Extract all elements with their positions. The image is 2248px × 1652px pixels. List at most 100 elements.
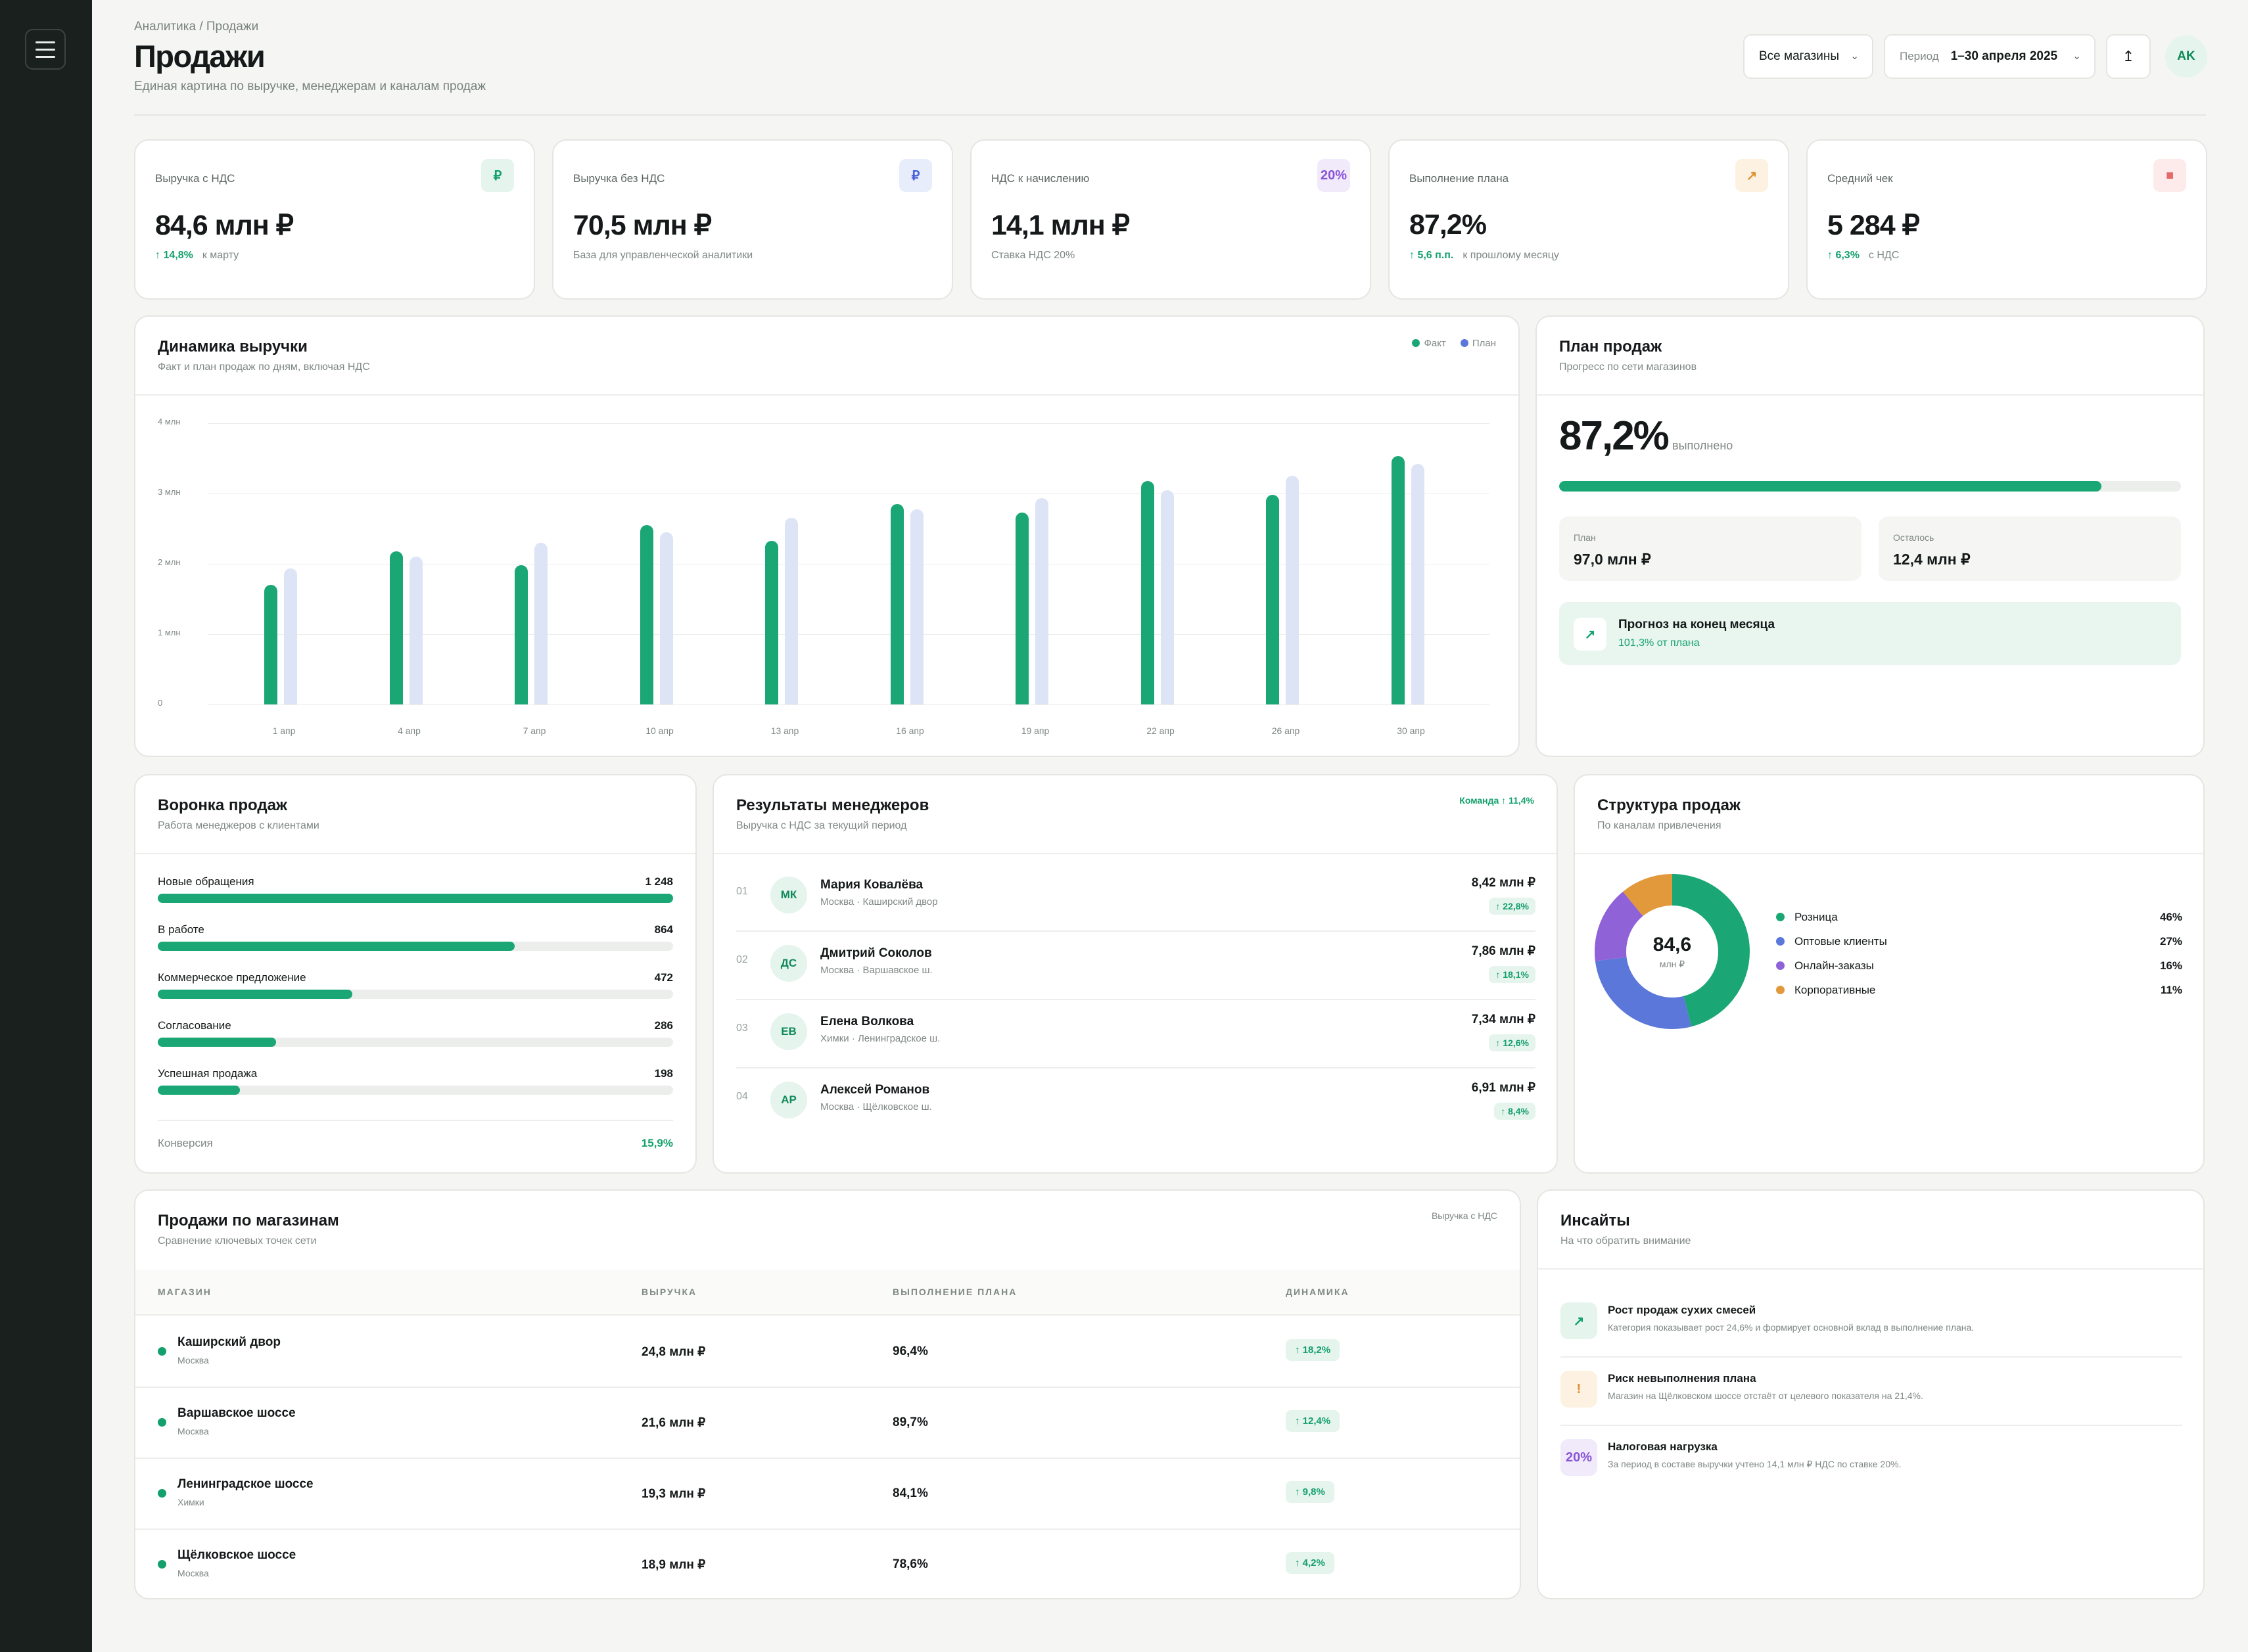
manager-location: Москва · Варшавское ш.: [820, 965, 933, 976]
insight-text: За период в составе выручки учтено 14,1 …: [1608, 1459, 1902, 1469]
bar-fact: [640, 525, 653, 704]
channel-name: Корпоративные: [1794, 984, 1876, 996]
kpi-card: Средний чек ■ 5 284 ₽ ↑ 6,3% с НДС: [1806, 139, 2207, 300]
kpi-value: 70,5 млн ₽: [573, 210, 712, 241]
manager-location: Москва · Каширский двор: [820, 896, 938, 907]
kpi-note: к прошлому месяцу: [1463, 250, 1559, 261]
manager-row[interactable]: 01 МК Мария Ковалёва Москва · Каширский дво…: [736, 863, 1535, 932]
manager-avatar: ЕВ: [770, 1013, 807, 1050]
stores-select[interactable]: Все магазины ⌄: [1743, 34, 1873, 79]
manager-delta-badge: ↑ 8,4%: [1494, 1103, 1535, 1120]
column-header[interactable]: ДИНАМИКА: [1286, 1287, 1349, 1297]
funnel-card: Воронка продаж Работа менеджеров с клиен…: [134, 774, 697, 1174]
bar-plan: [284, 568, 297, 704]
manager-name: Алексей Романов: [820, 1083, 930, 1097]
store-name: Каширский двор: [177, 1335, 281, 1349]
manager-row[interactable]: 03 ЕВ Елена Волкова Химки · Ленинградское ш…: [736, 1000, 1535, 1068]
stores-table-card: Продажи по магазинам Сравнение ключевых …: [134, 1189, 1521, 1599]
legend-dot: [1776, 961, 1785, 970]
gridline: [208, 423, 1489, 424]
column-header[interactable]: ВЫРУЧКА: [642, 1287, 697, 1297]
manager-delta-badge: ↑ 12,6%: [1489, 1034, 1535, 1051]
insight-item[interactable]: ! Риск невыполнения плана Магазин на Щёлко…: [1560, 1358, 2182, 1426]
insight-item[interactable]: 20% Налоговая нагрузка За период в составе…: [1560, 1426, 2182, 1494]
kpi-note: База для управленческой аналитики: [573, 250, 753, 261]
bar-plan: [785, 518, 798, 704]
row-divider: [1560, 1356, 2182, 1358]
managers-subtitle: Выручка с НДС за текущий период: [736, 820, 907, 831]
store-plan: 96,4%: [893, 1344, 928, 1358]
table-header: МАГАЗИН ВЫРУЧКА ВЫПОЛНЕНИЕ ПЛАНА ДИНАМИК…: [135, 1270, 1520, 1316]
export-button[interactable]: ↥: [2106, 34, 2151, 79]
legend-plan: План: [1460, 338, 1496, 349]
manager-row[interactable]: 04 АР Алексей Романов Москва · Щёлковское ш…: [736, 1068, 1535, 1137]
bar-plan: [409, 557, 423, 704]
insights-card: Инсайты На что обратить внимание ↗ Рост п…: [1537, 1189, 2205, 1599]
percent-icon: 20%: [1560, 1439, 1597, 1476]
plan-remaining-value: 12,4 млн ₽: [1893, 551, 1971, 568]
store-city: Химки: [177, 1497, 204, 1507]
table-row[interactable]: Каширский двор Москва 24,8 млн ₽ 96,4% ↑ 18,…: [135, 1317, 1520, 1388]
funnel-fill: [158, 942, 515, 951]
funnel-fill: [158, 1086, 240, 1095]
chevron-down-icon: ⌄: [1850, 51, 1859, 62]
manager-location: Москва · Щёлковское ш.: [820, 1101, 932, 1113]
managers-card: Результаты менеджеров Выручка с НДС за т…: [713, 774, 1558, 1174]
table-row[interactable]: Щёлковское шоссе Москва 18,9 млн ₽ 78,6% ↑ 4…: [135, 1530, 1520, 1601]
row-divider: [1560, 1425, 2182, 1426]
manager-name: Дмитрий Соколов: [820, 946, 932, 960]
plan-title: План продаж: [1559, 338, 1662, 356]
funnel-stage-name: Новые обращения: [158, 875, 254, 888]
store-dynamics-badge: ↑ 18,2%: [1286, 1339, 1340, 1361]
card-divider: [1575, 853, 2203, 854]
funnel-stage: Новые обращения 1 248: [158, 875, 673, 904]
channel-legend-item: Розница 46%: [1776, 911, 2182, 925]
breadcrumb[interactable]: Аналитика / Продажи: [134, 20, 259, 34]
manager-row[interactable]: 02 ДС Дмитрий Соколов Москва · Варшавское ш…: [736, 932, 1535, 1000]
kpi-delta: ↑ 6,3%: [1827, 250, 1860, 261]
plan-total-label: План: [1574, 532, 1596, 543]
menu-icon[interactable]: [25, 29, 66, 70]
table-row[interactable]: Ленинградское шоссе Химки 19,3 млн ₽ 84,1% ↑…: [135, 1459, 1520, 1530]
card-divider: [135, 853, 695, 854]
plan-remaining-tile: Осталось 12,4 млн ₽: [1879, 516, 2181, 581]
column-header[interactable]: МАГАЗИН: [158, 1287, 212, 1297]
upload-icon: ↥: [2122, 48, 2135, 64]
bar-plan: [910, 509, 924, 704]
kpi-value: 5 284 ₽: [1827, 210, 1920, 241]
manager-amount: 6,91 млн ₽: [1471, 1081, 1535, 1095]
x-tick-label: 19 апр: [1021, 725, 1050, 736]
funnel-stage: В работе 864: [158, 923, 673, 952]
card-divider: [1537, 394, 2203, 396]
store-dynamics-badge: ↑ 12,4%: [1286, 1410, 1340, 1432]
user-avatar[interactable]: AK: [2165, 35, 2207, 78]
conversion-value: 15,9%: [641, 1137, 673, 1149]
x-tick-label: 16 апр: [896, 725, 924, 736]
store-revenue: 18,9 млн ₽: [642, 1558, 706, 1572]
store-revenue: 24,8 млн ₽: [642, 1345, 706, 1359]
funnel-subtitle: Работа менеджеров с клиентами: [158, 820, 319, 831]
kpi-value: 84,6 млн ₽: [155, 210, 294, 241]
card-divider: [135, 394, 1518, 396]
revenue-chart-card: Динамика выручки Факт и план продаж по д…: [134, 315, 1520, 757]
forecast-banner: ↗ Прогноз на конец месяца 101,3% от план…: [1559, 602, 2181, 665]
kpi-delta: ↑ 14,8%: [155, 250, 193, 261]
legend-dot: [1776, 937, 1785, 946]
x-tick-label: 7 апр: [523, 725, 546, 736]
store-dynamics-badge: ↑ 9,8%: [1286, 1481, 1334, 1503]
status-dot: [158, 1347, 166, 1356]
bar-plan: [1160, 490, 1174, 704]
period-select[interactable]: Период 1–30 апреля 2025 ⌄: [1884, 34, 2096, 79]
y-tick-label: 1 млн: [158, 628, 181, 637]
channel-percent: 16%: [2159, 959, 2182, 972]
insight-item[interactable]: ↗ Рост продаж сухих смесей Категория показ…: [1560, 1289, 2182, 1358]
kpi-value: 87,2%: [1409, 209, 1487, 241]
legend-dot: [1776, 986, 1785, 994]
revenue-subtitle: Факт и план продаж по дням, включая НДС: [158, 361, 370, 373]
kpi-delta: ↑ 5,6 п.п.: [1409, 250, 1454, 261]
insights-title: Инсайты: [1560, 1212, 1630, 1229]
manager-rank: 03: [736, 1022, 748, 1034]
table-row[interactable]: Варшавское шоссе Москва 21,6 млн ₽ 89,7% ↑ 1…: [135, 1388, 1520, 1459]
column-header[interactable]: ВЫПОЛНЕНИЕ ПЛАНА: [893, 1287, 1018, 1297]
insight-text: Категория показывает рост 24,6% и формир…: [1608, 1322, 1975, 1333]
